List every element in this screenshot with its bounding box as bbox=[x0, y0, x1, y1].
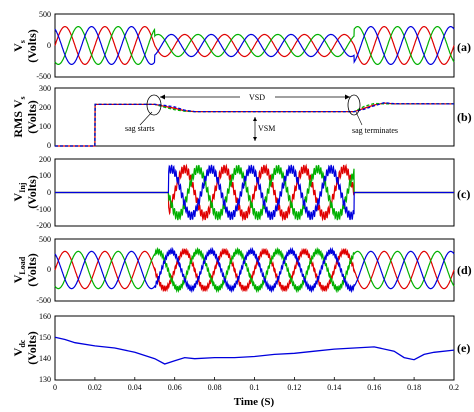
panel-d-tick-neg500: -500 bbox=[36, 296, 51, 305]
panel-c-tick-neg200: -200 bbox=[36, 221, 51, 230]
panel-c-tick-0: 0 bbox=[47, 188, 51, 197]
panel-b: 300 200 100 0 RMS Vs (Volts) (b) VSD VSM… bbox=[11, 84, 472, 150]
panel-c-ylabel-unit: (Volts) bbox=[25, 175, 39, 209]
panel-a-tick-500: 500 bbox=[39, 10, 51, 19]
series-a-2 bbox=[54, 26, 455, 65]
panel-e-label: (e) bbox=[457, 341, 470, 355]
x-tick-label: 0.16 bbox=[367, 383, 381, 392]
panel-c-tick-neg100: -100 bbox=[36, 205, 51, 214]
x-tick-label: 0 bbox=[53, 383, 57, 392]
x-tick-label: 0.18 bbox=[407, 383, 421, 392]
panel-b-tick-0: 0 bbox=[47, 141, 51, 150]
panel-c: 200 100 0 -100 -200 VInj (Volts) (c) bbox=[11, 155, 470, 230]
panel-c-tick-100: 100 bbox=[39, 171, 51, 180]
series-d-1 bbox=[54, 246, 455, 294]
series-c-2 bbox=[55, 164, 454, 221]
series-a-0 bbox=[54, 26, 455, 65]
panel-e-plot bbox=[54, 336, 455, 365]
panel-a-plot bbox=[54, 26, 455, 65]
vsd-arrowhead-right bbox=[345, 94, 350, 100]
panel-c-ylabel: VInj bbox=[11, 182, 27, 201]
x-tick-label: 0.2 bbox=[449, 383, 459, 392]
series-d-0 bbox=[54, 247, 455, 293]
sag-start-leader bbox=[139, 111, 153, 126]
panel-c-tick-200: 200 bbox=[39, 155, 51, 164]
panel-e-ylabel: Vdc bbox=[11, 339, 27, 356]
panel-e-tick-130: 130 bbox=[39, 375, 51, 384]
series-b-2 bbox=[55, 102, 455, 147]
x-tick-label: 0.06 bbox=[168, 383, 182, 392]
sag-end-marker bbox=[347, 94, 361, 116]
panel-e-tick-140: 140 bbox=[39, 354, 51, 363]
series-e-0 bbox=[54, 336, 455, 365]
panel-d-tick-500: 500 bbox=[39, 235, 51, 244]
panel-a-ylabel: Vs bbox=[11, 40, 27, 52]
sag-end-leader bbox=[355, 111, 363, 126]
vsm-arrowhead-up bbox=[253, 117, 257, 121]
panel-a: 500 0 -500 Vs (Volts) (a) bbox=[11, 10, 471, 81]
vsm-label: VSM bbox=[258, 124, 275, 133]
panel-e-ylabel-unit: (Volts) bbox=[25, 331, 39, 365]
panel-e: 160 150 140 130 Vdc (Volts) (e) 0 0.02 0.0… bbox=[11, 312, 470, 408]
panel-b-plot bbox=[55, 102, 455, 147]
series-a-1 bbox=[54, 26, 455, 65]
panel-b-frame bbox=[54, 87, 455, 147]
sag-end-label: sag terminates bbox=[352, 126, 398, 135]
panel-c-label: (c) bbox=[457, 187, 470, 201]
panel-a-tick-neg500: -500 bbox=[36, 72, 51, 81]
panel-d: 500 0 -500 VLoad (Volts) (d) bbox=[11, 235, 472, 305]
panel-a-ylabel-unit: (Volts) bbox=[25, 29, 39, 63]
x-tick-label: 0.04 bbox=[128, 383, 142, 392]
vsd-arrowhead-left bbox=[160, 94, 165, 100]
panel-e-tick-150: 150 bbox=[39, 333, 51, 342]
panel-d-ylabel: VLoad bbox=[11, 256, 27, 283]
panel-e-tick-160: 160 bbox=[39, 312, 51, 321]
panel-b-ylabel-unit: (Volts) bbox=[25, 100, 39, 134]
panel-b-label: (b) bbox=[457, 110, 472, 124]
panel-a-tick-0: 0 bbox=[47, 41, 51, 50]
panel-d-label: (d) bbox=[457, 263, 472, 277]
x-tick-label: 0.14 bbox=[327, 383, 341, 392]
panel-b-ylabel: RMS Vs bbox=[11, 96, 27, 137]
x-tick-label: 0.1 bbox=[250, 383, 260, 392]
sag-start-marker bbox=[146, 94, 162, 116]
panel-b-tick-100: 100 bbox=[39, 122, 51, 131]
x-tick-label: 0.08 bbox=[208, 383, 222, 392]
vsm-arrowhead-down bbox=[253, 137, 257, 141]
panel-d-plot bbox=[54, 246, 455, 294]
sag-start-label: sag starts bbox=[125, 124, 155, 133]
x-tick-label: 0.12 bbox=[287, 383, 301, 392]
series-d-2 bbox=[54, 246, 455, 294]
panel-c-plot bbox=[55, 163, 454, 222]
x-axis-ticks: 0 0.02 0.04 0.06 0.08 0.1 0.12 0.14 0.16 0.18 0.2 bbox=[53, 377, 459, 392]
panel-b-tick-200: 200 bbox=[39, 103, 51, 112]
x-tick-label: 0.02 bbox=[88, 383, 102, 392]
panel-d-tick-0: 0 bbox=[47, 265, 51, 274]
panel-d-ylabel-unit: (Volts) bbox=[25, 253, 39, 287]
x-axis-label: Time (S) bbox=[234, 396, 275, 408]
panel-b-tick-300: 300 bbox=[39, 84, 51, 93]
vsd-label: VSD bbox=[249, 93, 265, 102]
panel-a-label: (a) bbox=[457, 40, 471, 54]
